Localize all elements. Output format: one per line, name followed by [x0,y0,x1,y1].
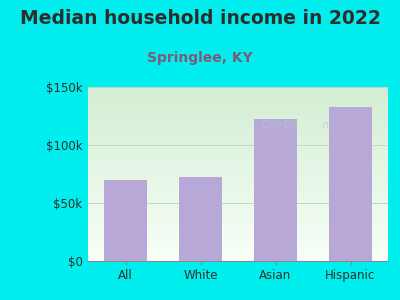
Bar [104,180,147,261]
Text: City-Da        n: City-Da n [262,120,329,130]
Text: Springlee, KY: Springlee, KY [147,51,253,65]
Text: Median household income in 2022: Median household income in 2022 [20,9,380,28]
Bar [329,107,372,261]
Bar [254,119,297,261]
Bar [179,178,222,261]
